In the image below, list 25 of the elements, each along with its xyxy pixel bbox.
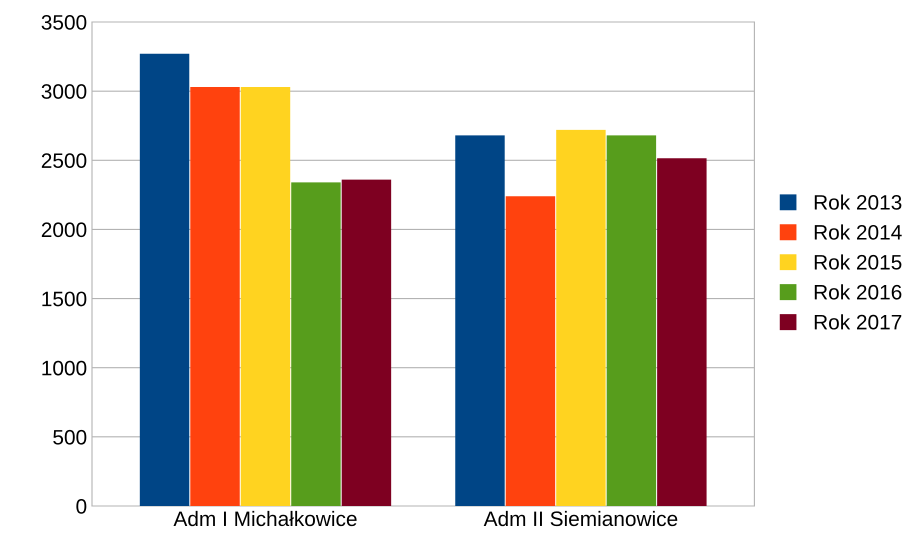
x-tick-label: Adm II Siemianowice xyxy=(484,510,678,526)
bar xyxy=(190,86,240,506)
bar xyxy=(342,180,392,506)
bar xyxy=(556,130,606,506)
legend-label: Rok 2017 xyxy=(814,314,902,330)
y-tick-label: 1000 xyxy=(42,360,86,376)
legend-label: Rok 2013 xyxy=(814,194,902,210)
legend-label: Rok 2016 xyxy=(814,284,902,300)
legend-label: Rok 2014 xyxy=(814,224,902,240)
bar xyxy=(291,182,341,506)
y-tick-label: 3500 xyxy=(42,15,86,30)
bar xyxy=(606,135,656,506)
bar xyxy=(140,54,190,506)
x-tick-label: Adm I Michałkowice xyxy=(173,510,357,526)
y-tick-label: 500 xyxy=(53,430,86,445)
y-tick-label: 0 xyxy=(76,499,86,514)
y-tick-label: 2500 xyxy=(42,153,86,168)
bar xyxy=(506,196,556,506)
y-tick-label: 2000 xyxy=(42,222,86,238)
bar xyxy=(240,86,290,506)
legend-label: Rok 2015 xyxy=(814,254,902,270)
bar xyxy=(657,158,707,506)
y-tick-label: 1500 xyxy=(42,292,86,306)
bar xyxy=(455,135,505,506)
y-tick-label: 3000 xyxy=(42,84,86,99)
